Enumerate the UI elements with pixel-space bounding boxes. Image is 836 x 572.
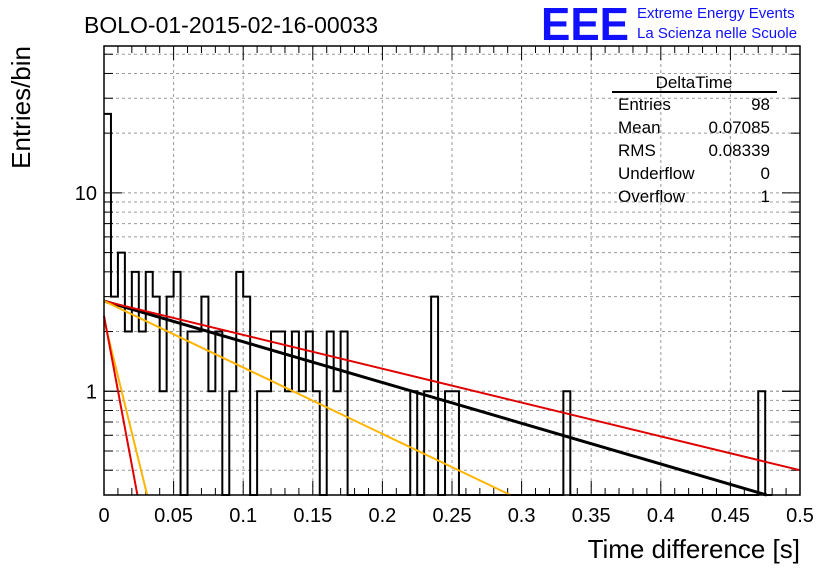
- stats-value-entries: 98: [751, 95, 770, 114]
- y-tick-label: 10: [75, 183, 97, 205]
- logo-mark: EEE: [541, 0, 629, 50]
- fit-line-4: [103, 315, 139, 496]
- stats-value-rms: 0.08339: [709, 141, 770, 160]
- chart-title: BOLO-01-2015-02-16-00033: [84, 12, 378, 38]
- fit-line-2: [103, 300, 511, 496]
- x-tick-label: 0.1: [229, 505, 257, 527]
- plot-frame: [103, 45, 801, 496]
- stats-label-rms: RMS: [618, 141, 656, 160]
- stats-label-entries: Entries: [618, 95, 671, 114]
- x-tick-label: 0.15: [293, 505, 332, 527]
- fit-line-0: [103, 299, 768, 497]
- x-tick-label: 0.25: [433, 505, 472, 527]
- fit-line-3: [103, 319, 149, 496]
- x-tick-label: 0.35: [572, 505, 611, 527]
- y-axis-label: Entries/bin: [6, 46, 36, 169]
- x-axis-label: Time difference [s]: [588, 534, 800, 564]
- stats-label-mean: Mean: [618, 118, 661, 137]
- x-tick-label: 0.05: [154, 505, 193, 527]
- stats-label-underflow: Underflow: [618, 164, 695, 183]
- stats-title: DeltaTime: [656, 73, 733, 92]
- x-tick-label: 0.4: [647, 505, 675, 527]
- x-tick-label: 0: [98, 505, 109, 527]
- x-tick-label: 0.5: [786, 505, 814, 527]
- stats-value-overflow: 1: [761, 187, 770, 206]
- stats-value-mean: 0.07085: [709, 118, 770, 137]
- stats-label-overflow: Overflow: [618, 187, 686, 206]
- y-tick-labels: 1 10: [75, 183, 97, 403]
- stats-box: DeltaTime Entries 98 Mean 0.07085 RMS 0.…: [612, 73, 777, 206]
- fit-curves: [103, 299, 801, 497]
- logo-line-2: La Scienza nelle Scuole: [637, 25, 797, 42]
- x-tick-labels: 0 0.05 0.1 0.15 0.2 0.25 0.3 0.35 0.4 0.45 0.5: [98, 505, 813, 527]
- y-tick-label: 1: [86, 381, 97, 403]
- x-tick-label: 0.3: [508, 505, 536, 527]
- stats-value-underflow: 0: [761, 164, 770, 183]
- x-tick-label: 0.2: [368, 505, 396, 527]
- x-tick-label: 0.45: [711, 505, 750, 527]
- logo-line-1: Extreme Energy Events: [637, 5, 795, 22]
- fit-line-1: [103, 300, 801, 472]
- eee-logo: EEE Extreme Energy Events La Scienza nel…: [541, 0, 797, 50]
